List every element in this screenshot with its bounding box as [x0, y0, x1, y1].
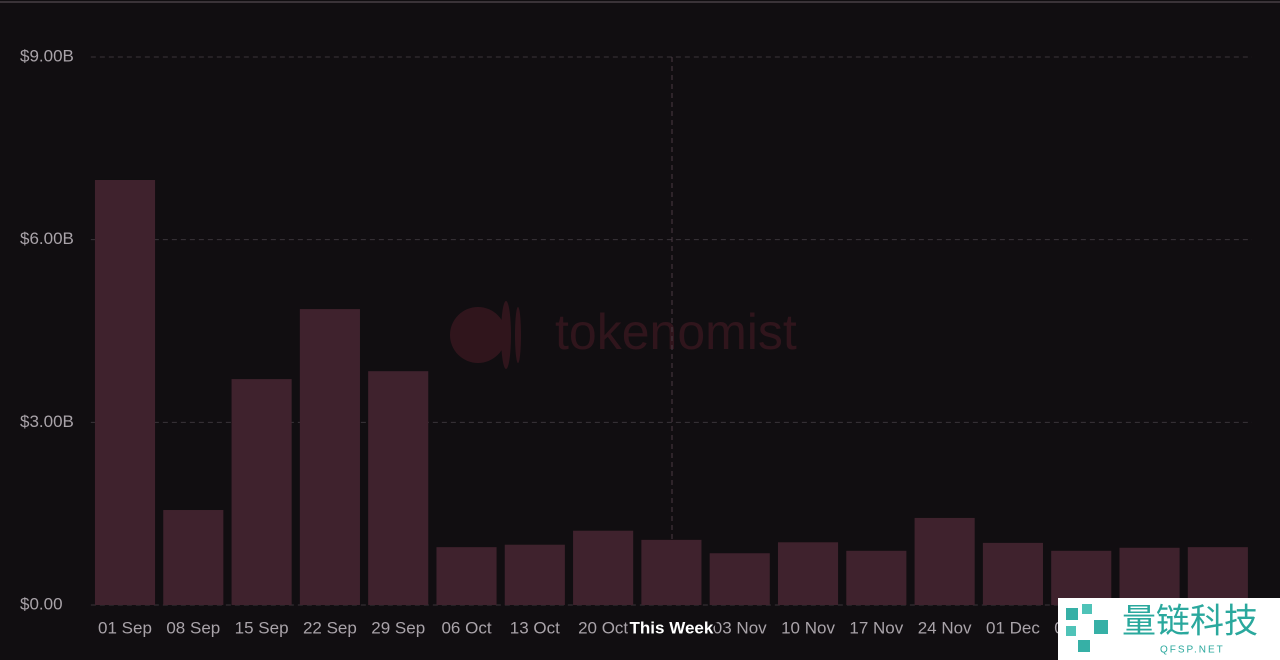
bar: [231, 379, 292, 605]
logo-shape: [501, 301, 511, 369]
bar: [94, 179, 156, 606]
watermark-icon: [1066, 626, 1076, 636]
bars: [94, 179, 1248, 606]
bar: [504, 544, 565, 605]
x-tick-label: 06 Oct: [441, 618, 491, 637]
watermark-icon: [1078, 640, 1090, 652]
bar: [846, 550, 907, 605]
bar: [436, 547, 497, 605]
x-tick-label: 29 Sep: [371, 618, 425, 637]
x-tick-label: 24 Nov: [918, 618, 972, 637]
watermark-icon: [1082, 604, 1092, 614]
watermark-logo: tokenomist: [450, 298, 797, 372]
bar: [368, 371, 429, 605]
x-tick-label: 01 Sep: [98, 618, 152, 637]
x-tick-label-current: This Week: [630, 618, 714, 637]
bar: [573, 530, 634, 605]
bar: [777, 542, 839, 605]
y-tick-label: $0.00: [20, 594, 63, 613]
x-tick-label: 13 Oct: [510, 618, 560, 637]
y-tick-label: $3.00B: [20, 412, 74, 431]
x-tick-label: 03 Nov: [713, 618, 767, 637]
bar: [299, 309, 360, 605]
watermark-site-name: 量链科技: [1122, 602, 1258, 642]
x-labels: 01 Sep 08 Sep 15 Sep 22 Sep 29 Sep 06 Oct 13 O…: [98, 616, 1109, 639]
x-tick-label: 22 Sep: [303, 618, 357, 637]
watermark-brand: tokenomist: [555, 304, 797, 360]
x-tick-label: 10 Nov: [781, 618, 835, 637]
bar: [914, 517, 975, 605]
bar: [709, 553, 770, 605]
y-tick-label: $6.00B: [20, 229, 74, 248]
bar: [1187, 547, 1248, 605]
x-tick-label: 15 Sep: [235, 618, 289, 637]
bar: [163, 510, 224, 605]
x-tick-label: 01 Dec: [986, 618, 1040, 637]
bar: [641, 539, 702, 605]
watermark-site-url: QFSP.NET: [1160, 645, 1225, 656]
x-tick-label: 08 Sep: [166, 618, 220, 637]
site-watermark: 量链科技 QFSP.NET: [1058, 598, 1280, 660]
logo-shape: [450, 307, 506, 363]
bar: [982, 542, 1043, 605]
x-tick-label: 17 Nov: [849, 618, 903, 637]
watermark-icon: [1094, 620, 1108, 634]
logo-shape: [515, 307, 521, 363]
y-tick-label: $9.00B: [20, 46, 74, 65]
bar: [1051, 550, 1112, 605]
bar: [1119, 547, 1180, 605]
x-tick-label: 20 Oct: [578, 618, 628, 637]
watermark-icon: [1066, 608, 1078, 620]
